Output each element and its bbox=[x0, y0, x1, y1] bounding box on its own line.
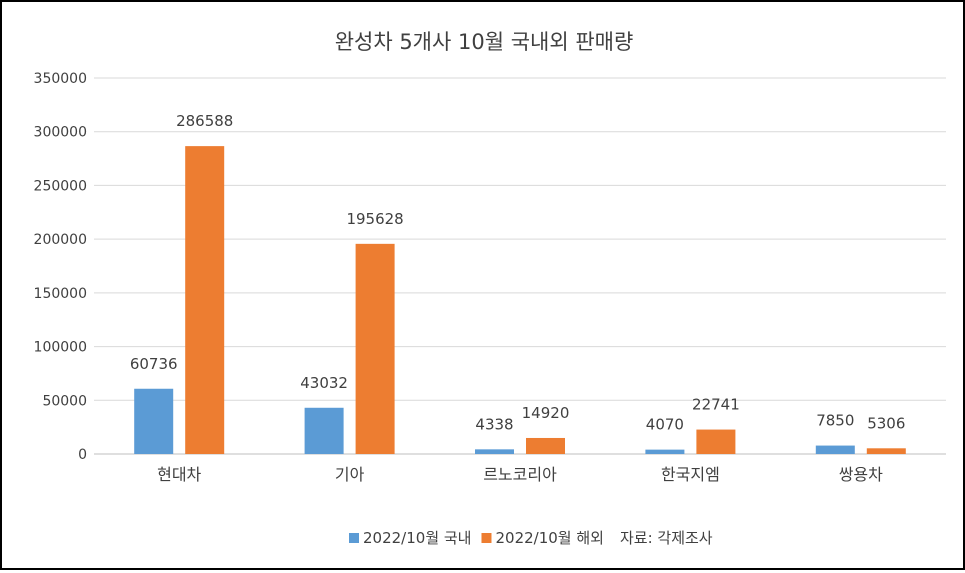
legend-label: 2022/10월 해외 bbox=[495, 529, 603, 547]
x-tick-label: 르노코리아 bbox=[483, 465, 557, 484]
data-label: 4070 bbox=[646, 416, 684, 434]
data-label: 14920 bbox=[522, 404, 570, 422]
data-label: 195628 bbox=[346, 210, 403, 228]
data-label: 22741 bbox=[692, 396, 740, 414]
gridlines bbox=[94, 77, 946, 455]
data-labels: 60736 286588 43032 195628 4338 14920 4070 22741… bbox=[130, 112, 906, 434]
bar bbox=[645, 449, 685, 454]
y-tick-label: 0 bbox=[78, 447, 87, 463]
bar bbox=[696, 429, 736, 454]
y-tick-label: 300000 bbox=[34, 125, 87, 141]
legend: 2022/10월 국내 2022/10월 해외 자료: 각제조사 bbox=[349, 529, 713, 547]
legend-label: 2022/10월 국내 bbox=[363, 529, 471, 547]
bar bbox=[526, 437, 565, 454]
chart-title: 완성차 5개사 10월 국내외 판매량 bbox=[335, 30, 634, 54]
y-tick-label: 250000 bbox=[34, 178, 87, 194]
bar bbox=[866, 448, 906, 454]
legend-swatch bbox=[481, 533, 492, 543]
data-label: 60736 bbox=[130, 355, 178, 373]
data-label: 7850 bbox=[816, 412, 854, 430]
legend-note: 자료: 각제조사 bbox=[620, 529, 713, 547]
data-label: 4338 bbox=[475, 415, 513, 433]
y-tick-label: 50000 bbox=[42, 393, 87, 409]
bar bbox=[134, 388, 174, 454]
data-label: 43032 bbox=[300, 374, 348, 392]
bar bbox=[185, 146, 225, 454]
y-tick-label: 350000 bbox=[34, 71, 87, 87]
x-tick-label: 기아 bbox=[335, 465, 365, 484]
data-label: 5306 bbox=[867, 414, 905, 432]
bar bbox=[475, 449, 514, 454]
y-tick-label: 150000 bbox=[34, 286, 87, 302]
x-axis-ticks: 현대차 기아 르노코리아 한국지엠 쌍용차 bbox=[157, 465, 883, 484]
bar bbox=[355, 243, 395, 454]
bar bbox=[304, 407, 344, 454]
y-axis-ticks: 0 50000 100000 150000 200000 250000 300000 3500… bbox=[34, 71, 87, 463]
legend-swatch bbox=[349, 533, 359, 543]
bars bbox=[134, 146, 906, 454]
data-label: 286588 bbox=[176, 112, 233, 130]
y-tick-label: 100000 bbox=[34, 340, 87, 356]
bar bbox=[815, 445, 855, 454]
x-tick-label: 쌍용차 bbox=[839, 465, 883, 484]
y-tick-label: 200000 bbox=[34, 232, 87, 248]
x-tick-label: 현대차 bbox=[157, 465, 201, 484]
x-tick-label: 한국지엠 bbox=[661, 465, 720, 484]
